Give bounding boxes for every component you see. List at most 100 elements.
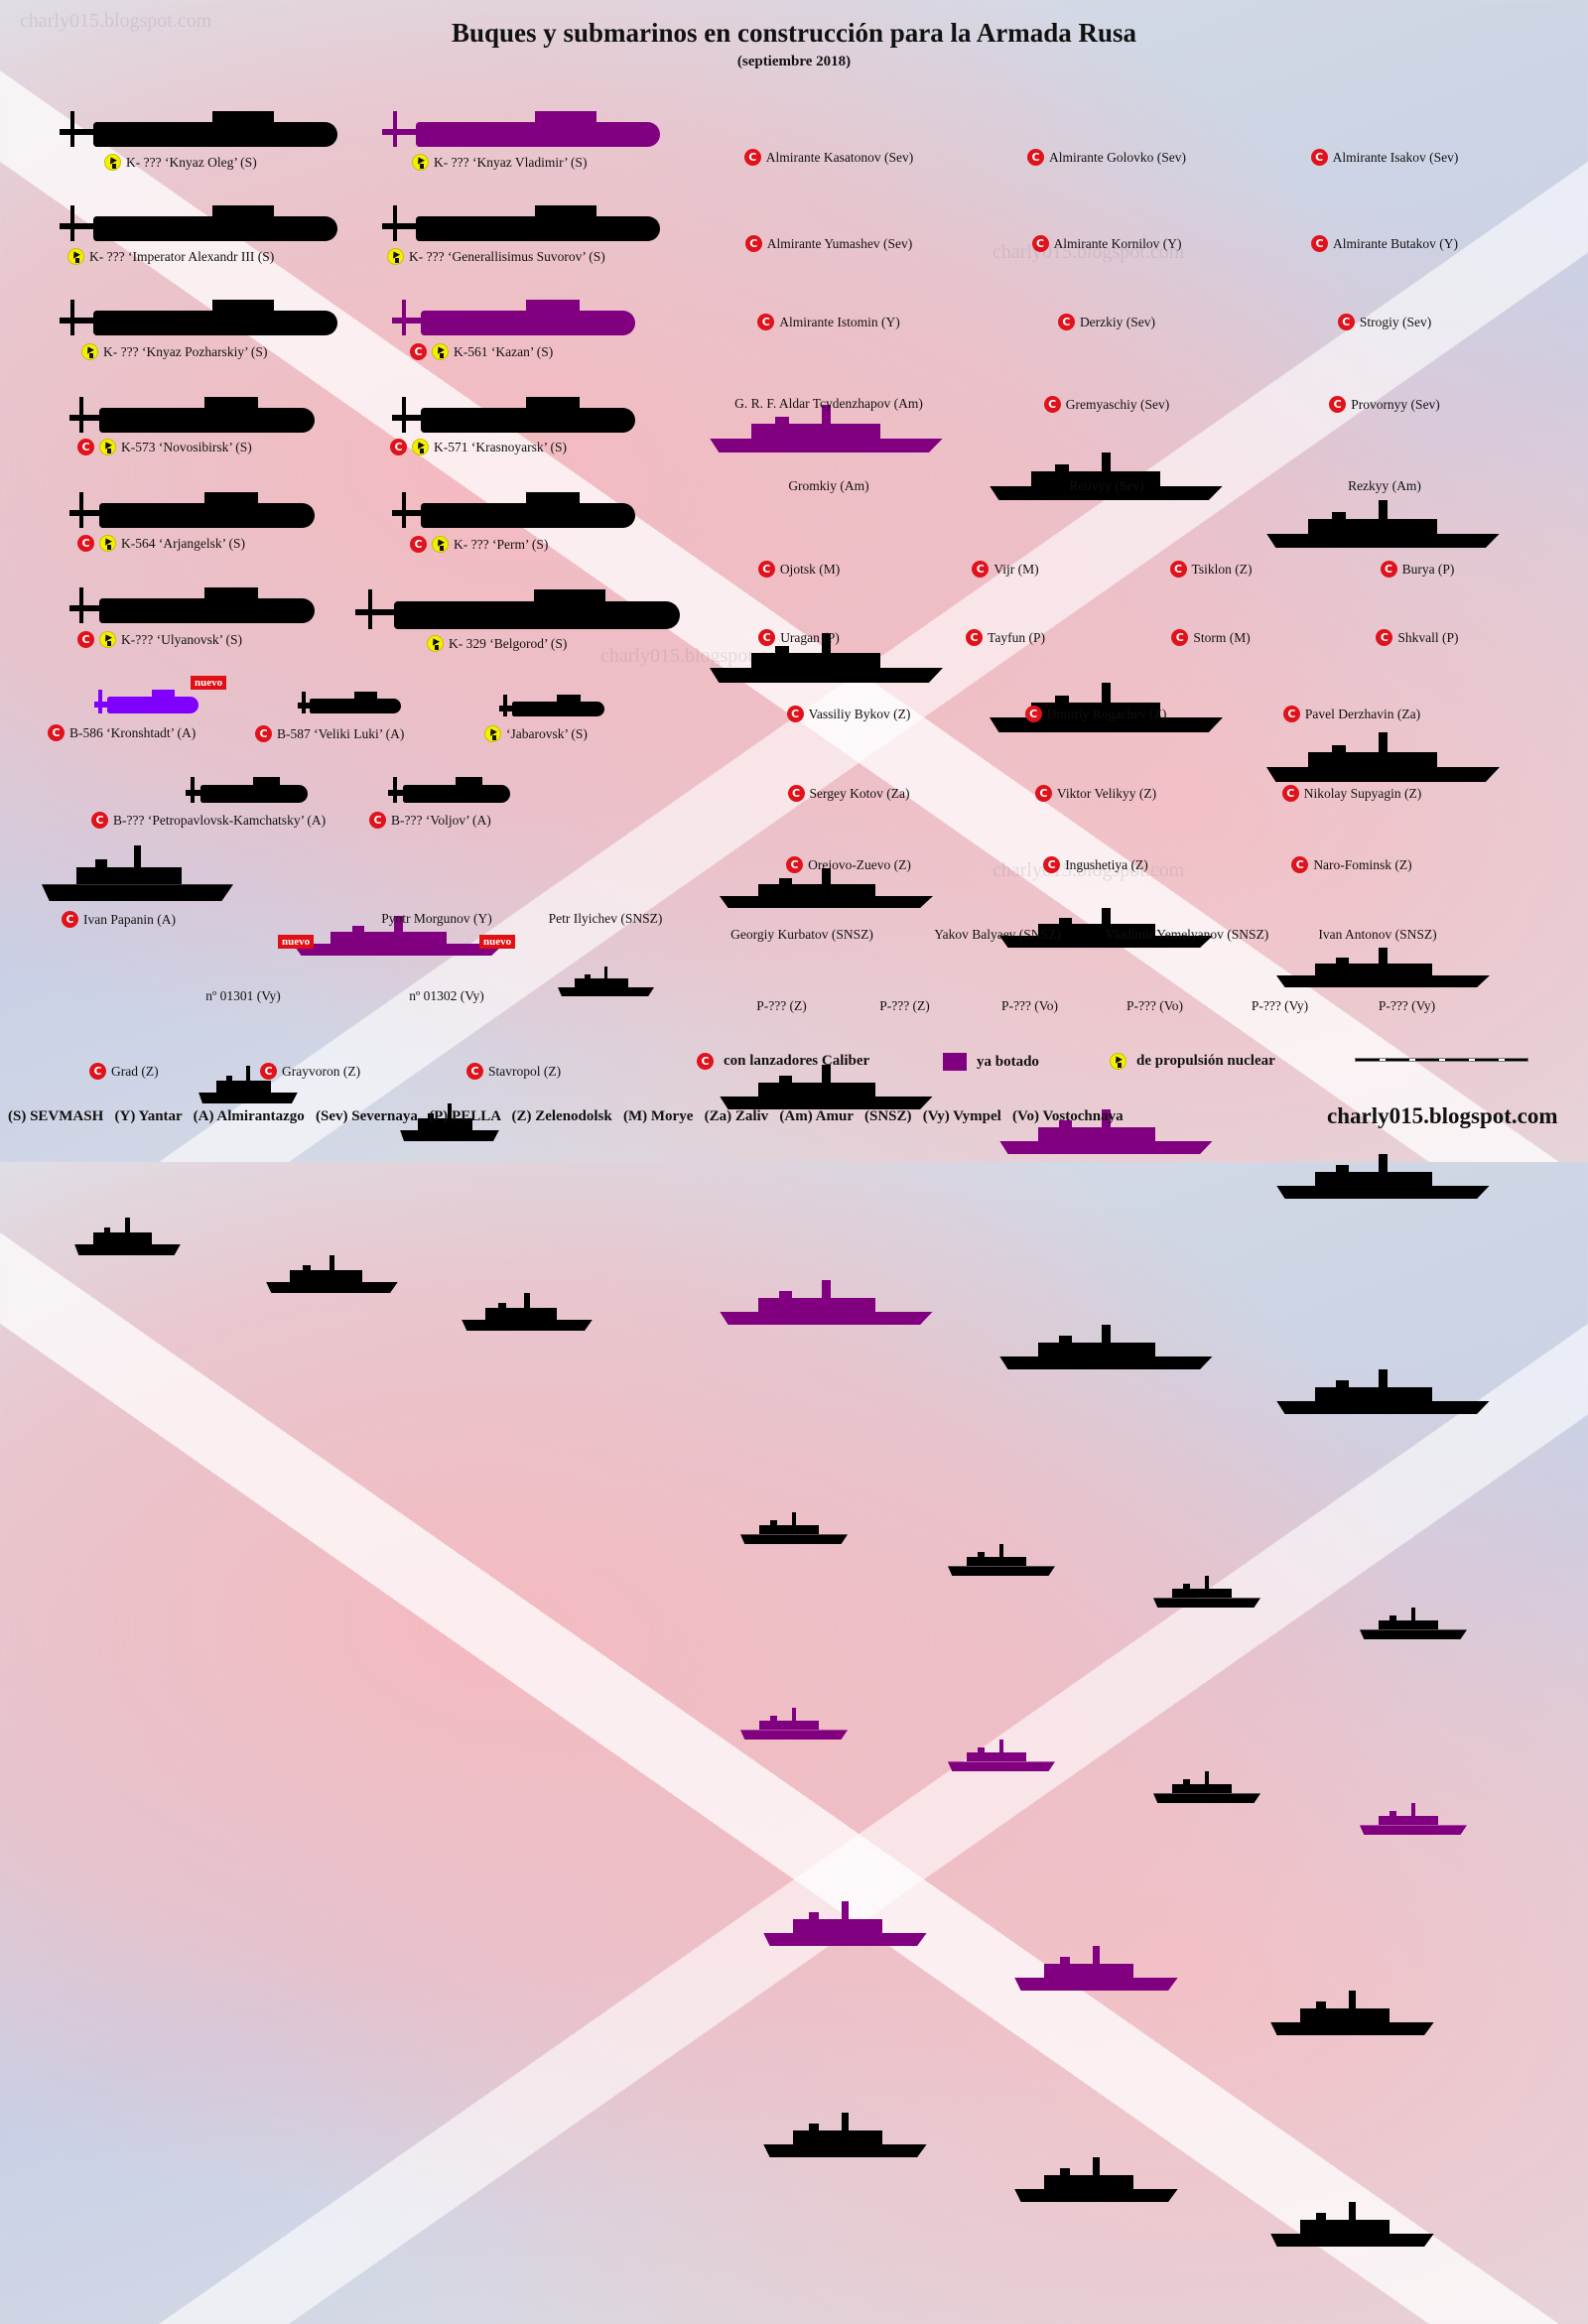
vessel-label: nº 01301 (Vy) (174, 988, 313, 1004)
ship-silhouette (558, 967, 654, 996)
vessel-label: K- ??? ‘Imperator Alexandr III (S) (67, 248, 274, 265)
caliber-icon: C (369, 812, 386, 829)
caliber-icon: C (260, 1063, 277, 1080)
vessel-label: C Vassiliy Bykov (Z) (729, 706, 968, 722)
legend-caliber: C con lanzadores Caliber (697, 1053, 869, 1070)
caliber-icon: C (77, 535, 94, 552)
ship-silhouette (710, 405, 943, 452)
ship-silhouette (740, 1512, 848, 1544)
caliber-icon: C (786, 706, 804, 722)
vessel-name: Retivyy (Sev) (1069, 478, 1144, 493)
vessel-label: C Provornyy (Sev) (1256, 396, 1514, 413)
ship-silhouette (1014, 2157, 1178, 2202)
caliber-icon: C (972, 561, 990, 578)
caliber-icon: C (1043, 396, 1061, 413)
ship-silhouette (763, 2113, 927, 2157)
vessel-name: K-??? ‘Ulyanovsk’ (S) (121, 631, 242, 647)
caliber-icon: C (410, 536, 427, 553)
vessel-name: Tsiklon (Z) (1191, 561, 1253, 577)
ship-silhouette (1276, 1369, 1490, 1414)
watermark: charly015.blogspot.com (20, 10, 212, 32)
vessel-name: K- ??? ‘Knyaz Vladimir’ (S) (434, 154, 588, 170)
vessel-label: C Shkvall (P) (1348, 629, 1487, 646)
vessel-name: Storm (M) (1193, 629, 1251, 645)
submarine-silhouette (392, 300, 635, 335)
caliber-icon: C (1057, 314, 1075, 330)
vessel-label: Yakov Balyaev (SNSZ) (898, 927, 1097, 943)
vessel-label: C Ingushetiya (Z) (977, 856, 1215, 873)
vessel-name: Rezkyy (Am) (1348, 478, 1421, 493)
caliber-icon: C (390, 439, 407, 455)
vessel-name: Almirante Isakov (Sev) (1332, 149, 1459, 165)
ship-silhouette (1360, 1608, 1467, 1639)
vessel-label: P-??? (Vo) (973, 998, 1087, 1014)
ship-silhouette (948, 1740, 1055, 1771)
vessel-label: Retivyy (Sev) (978, 478, 1236, 494)
vessel-chart: K- ??? ‘Knyaz Oleg’ (S) K- ??? ‘Knyaz Vla… (0, 0, 1588, 1919)
vessel-name: B-587 ‘Veliki Luki’ (A) (277, 725, 405, 741)
vessel-name: K- 329 ‘Belgorod’ (S) (449, 635, 568, 651)
caliber-icon: C (1329, 396, 1347, 413)
submarine-silhouette (186, 777, 308, 803)
vessel-name: P-??? (Vy) (1251, 998, 1309, 1013)
vessel-name: Orejovo-Zuevo (Z) (808, 856, 911, 872)
caliber-icon: C (966, 629, 984, 646)
vessel-name: B-??? ‘Voljov’ (A) (391, 812, 491, 828)
caliber-icon: C (1169, 561, 1187, 578)
site-link[interactable]: charly015.blogspot.com (1327, 1103, 1558, 1128)
ship-silhouette (1153, 1771, 1260, 1803)
vessel-name: B-586 ‘Kronshtadt’ (A) (69, 724, 197, 740)
caliber-icon: C (1281, 785, 1299, 802)
submarine-silhouette (60, 300, 337, 335)
vessel-name: Burya (P) (1401, 561, 1455, 577)
ship-silhouette (990, 452, 1223, 500)
vessel-label: P-??? (Z) (725, 998, 839, 1014)
vessel-label: C B-586 ‘Kronshtadt’ (A) (48, 724, 196, 741)
legend-caliber-label: con lanzadores Caliber (724, 1053, 870, 1069)
vessel-label: C B-??? ‘Voljov’ (A) (369, 812, 491, 829)
launched-swatch (943, 1053, 967, 1071)
submarine-silhouette (355, 589, 680, 629)
vessel-label: C Pavel Derzhavin (Za) (1233, 706, 1471, 722)
vessel-label: C Sergey Kotov (Za) (729, 785, 968, 802)
ship-silhouette (720, 1280, 933, 1325)
vessel-name: Gremyaschiy (Sev) (1065, 396, 1170, 412)
ship-silhouette (198, 1066, 298, 1103)
nuclear-icon (99, 631, 116, 648)
vessel-label: K- ??? ‘Knyaz Pozharskiy’ (S) (81, 343, 267, 360)
submarine-silhouette (382, 111, 660, 147)
caliber-icon: C (77, 631, 94, 648)
vessel-name: B-??? ‘Petropavlovsk-Kamchatsky’ (A) (113, 812, 327, 828)
nuclear-icon (432, 343, 449, 360)
watermark: charly015.blogspot.com (992, 859, 1185, 881)
vessel-name: Strogiy (Sev) (1359, 314, 1432, 329)
vessel-name: Viktor Velikyy (Z) (1056, 785, 1157, 801)
vessel-label: ‘Jabarovsk’ (S) (484, 725, 588, 742)
vessel-name: Gromkiy (Am) (788, 478, 869, 493)
vessel-label: P-??? (Z) (848, 998, 962, 1014)
caliber-icon: C (744, 235, 762, 252)
vessel-label: C Stavropol (Z) (466, 1063, 561, 1080)
vessel-name: Derzkiy (Sev) (1079, 314, 1156, 329)
vessel-name: G. R. F. Aldar Tcydenzhapov (Am) (734, 396, 923, 411)
vessel-name: Sergey Kotov (Za) (809, 785, 910, 801)
nuclear-icon (1110, 1053, 1126, 1070)
vessel-label: C Almirante Istomin (Y) (700, 314, 958, 330)
vessel-name: Pyotr Morgunov (Y) (381, 911, 492, 926)
vessel-label: C B-??? ‘Petropavlovsk-Kamchatsky’ (A) (91, 812, 326, 829)
vessel-name: nº 01302 (Vy) (409, 988, 484, 1003)
ship-silhouette (990, 683, 1223, 732)
submarine-silhouette (94, 690, 198, 713)
nuevo-badge: nuevo (278, 935, 315, 949)
nuclear-icon (67, 248, 84, 265)
legend-launched: ya botado (943, 1053, 1039, 1071)
ship-silhouette (740, 1708, 848, 1740)
vessel-name: Uragan (P) (780, 629, 840, 645)
vessel-name: P-??? (Vo) (1125, 998, 1184, 1013)
submarine-silhouette (60, 111, 337, 147)
caliber-icon: C (1380, 561, 1397, 578)
submarine-silhouette (69, 587, 315, 623)
vessel-name: K- ??? ‘Knyaz Oleg’ (S) (126, 154, 257, 170)
nuclear-icon (427, 635, 444, 652)
vessel-label: C Gremyaschiy (Sev) (978, 396, 1236, 413)
